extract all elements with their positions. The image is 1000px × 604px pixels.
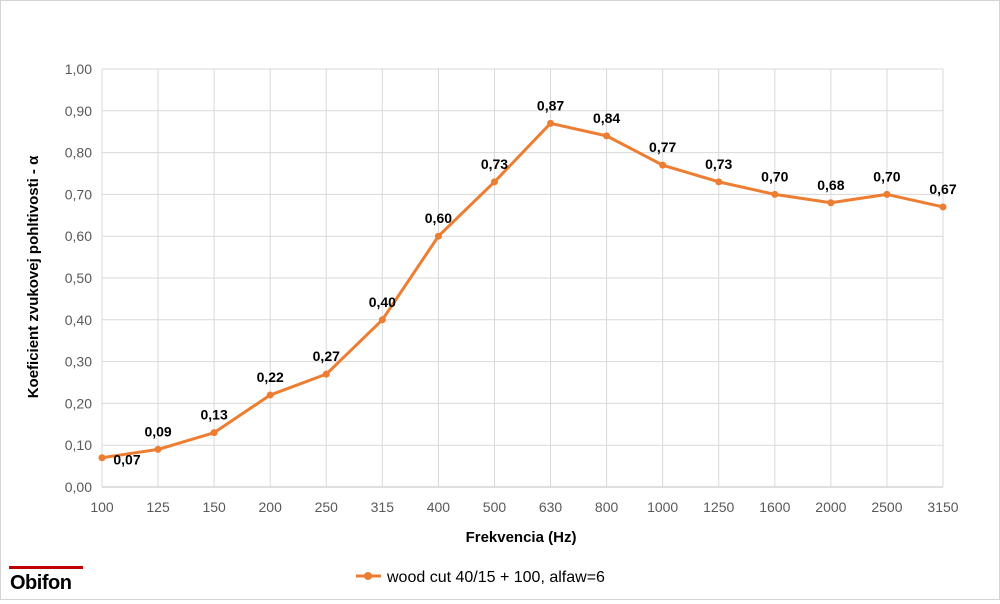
data-point <box>378 316 386 324</box>
data-point <box>98 454 106 462</box>
x-axis-title: Frekvencia (Hz) <box>466 529 577 546</box>
y-tick-label: 0,10 <box>65 437 92 453</box>
data-point <box>659 161 667 169</box>
series-group <box>98 119 947 462</box>
data-point <box>490 178 498 186</box>
x-tick-label: 3150 <box>927 499 958 515</box>
data-point <box>434 232 442 240</box>
data-label: 0,60 <box>425 210 452 226</box>
x-tick-label: 1600 <box>759 499 790 515</box>
data-point <box>210 429 218 437</box>
data-label: 0,70 <box>873 168 900 184</box>
y-tick-label: 0,70 <box>65 186 92 202</box>
x-tick-labels: 100 125 150 200 250 315 400 500 630 800 1000 1250 16… <box>90 499 958 515</box>
y-tick-labels: 0,00 0,10 0,20 0,30 0,40 0,50 0,60 0,70 0,80 0,90… <box>65 61 92 495</box>
legend-marker <box>364 572 372 580</box>
data-point <box>827 199 835 207</box>
x-tick-label: 2500 <box>871 499 902 515</box>
y-tick-label: 0,20 <box>65 395 92 411</box>
legend-label: wood cut 40/15 + 100, alfaw=6 <box>386 569 605 586</box>
data-label: 0,09 <box>144 423 171 439</box>
x-tick-label: 500 <box>483 499 507 515</box>
data-label: 0,77 <box>649 139 676 155</box>
y-tick-label: 0,40 <box>65 312 92 328</box>
x-tick-label: 315 <box>371 499 395 515</box>
logo-accent-bar <box>9 566 83 569</box>
data-point <box>883 190 891 198</box>
data-label: 0,84 <box>593 110 620 126</box>
data-label: 0,13 <box>201 407 228 423</box>
data-point <box>547 119 555 127</box>
data-label: 0,68 <box>817 177 844 193</box>
gridlines <box>101 68 944 488</box>
data-labels: 0,070,09 0,13 0,22 0,27 0,40 0,60 0,73 0,87 0,84… <box>113 97 956 467</box>
y-tick-label: 0,30 <box>65 354 92 370</box>
x-tick-label: 1000 <box>647 499 678 515</box>
data-label: 0,27 <box>313 348 340 364</box>
x-tick-label: 800 <box>595 499 619 515</box>
data-label: 0,40 <box>369 294 396 310</box>
data-point <box>154 445 162 453</box>
data-point <box>939 203 947 211</box>
data-label: 0,73 <box>481 156 508 172</box>
x-tick-label: 630 <box>539 499 563 515</box>
x-tick-label: 250 <box>315 499 339 515</box>
data-label: 0,22 <box>257 369 284 385</box>
data-label: 0,70 <box>761 168 788 184</box>
logo-text: Obifon <box>10 572 71 594</box>
obifon-logo: Obifon <box>9 566 83 594</box>
x-tick-label: 200 <box>259 499 283 515</box>
data-label: 0,73 <box>705 156 732 172</box>
y-tick-label: 0,50 <box>65 270 92 286</box>
y-axis-title: Koeficient zvukovej pohltivosti - α <box>25 155 42 398</box>
x-tick-label: 2000 <box>815 499 846 515</box>
legend: wood cut 40/15 + 100, alfaw=6 <box>356 569 605 586</box>
y-tick-label: 0,90 <box>65 103 92 119</box>
x-tick-label: 400 <box>427 499 451 515</box>
y-tick-label: 1,00 <box>65 61 92 77</box>
data-point <box>715 178 723 186</box>
series-line <box>101 121 944 460</box>
y-tick-label: 0,60 <box>65 228 92 244</box>
x-tick-label: 150 <box>202 499 226 515</box>
data-point <box>771 190 779 198</box>
data-point <box>322 370 330 378</box>
x-tick-label: 100 <box>90 499 114 515</box>
data-label: 0,67 <box>929 181 956 197</box>
data-label: 0,87 <box>537 97 564 113</box>
data-label: 0,07 <box>113 452 140 468</box>
y-tick-label: 0,00 <box>65 479 92 495</box>
x-tick-label: 125 <box>146 499 170 515</box>
x-tick-label: 1250 <box>703 499 734 515</box>
data-point <box>266 391 274 399</box>
y-tick-label: 0,80 <box>65 145 92 161</box>
data-point <box>603 132 611 140</box>
